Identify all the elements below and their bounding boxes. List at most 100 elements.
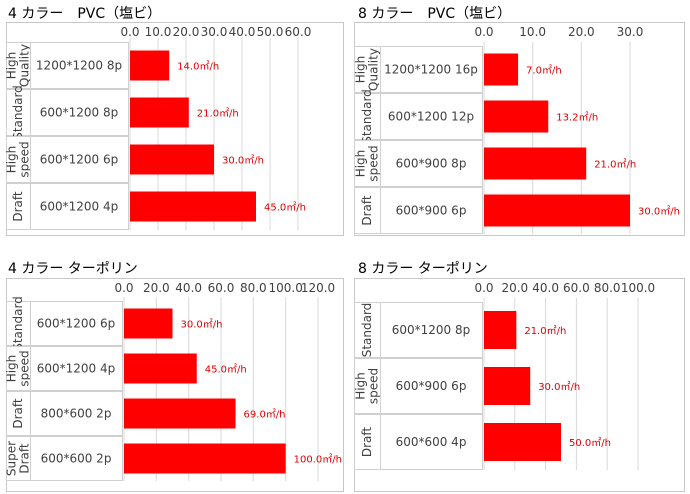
mode-label-line: Standard <box>360 303 374 358</box>
mode-label-line: High <box>5 355 19 383</box>
data-label: 21.0㎡/h <box>197 108 239 120</box>
mode-label: High speed <box>5 350 32 386</box>
data-label: 30.0㎡/h <box>538 381 580 393</box>
mode-cell <box>6 183 31 230</box>
data-label: 30.0㎡/h <box>638 206 680 218</box>
category-cell <box>30 301 123 346</box>
data-label: 7.0㎡/h <box>526 65 562 77</box>
chart-8color-tarpaulin: 0.0 20.0 40.0 60.0 80.0 100.0 Standard 600*1200… <box>354 278 685 492</box>
mode-cell <box>6 436 31 481</box>
data-label: 100.0㎡/h <box>294 454 342 466</box>
bar <box>124 308 173 339</box>
mode-label-line: Quality <box>367 48 381 91</box>
mode-label: Draft <box>11 398 25 429</box>
x-tick-label: 40.0 <box>532 281 559 295</box>
x-tick-label: 50.0 <box>257 25 284 39</box>
category-label: 600*1200 6p <box>40 153 119 167</box>
x-tick-label: 0.0 <box>474 25 493 39</box>
mode-cell <box>354 302 381 358</box>
mode-label-line: Standard <box>360 89 374 144</box>
bar <box>484 367 531 405</box>
mode-label-line: Standard <box>11 296 25 351</box>
mode-label-line: Draft <box>11 191 25 222</box>
category-cell <box>30 89 129 136</box>
category-label: 800*600 2p <box>41 407 112 421</box>
data-label: 30.0㎡/h <box>181 319 223 331</box>
bar <box>124 353 197 384</box>
mode-label-line: Draft <box>11 398 25 429</box>
data-label: 13.2㎡/h <box>556 112 598 124</box>
x-tick-label: 20.0 <box>501 281 528 295</box>
x-tick-label: 40.0 <box>175 281 202 295</box>
x-tick-label: 30.0 <box>201 25 228 39</box>
mode-label: Standard <box>360 303 374 358</box>
mode-label-line: Standard <box>11 85 25 140</box>
category-cell <box>30 346 123 391</box>
mode-label-line: Quality <box>18 44 32 87</box>
category-cell <box>30 391 123 436</box>
x-tick-label: 30.0 <box>617 25 644 39</box>
category-label: 600*600 4p <box>396 435 467 449</box>
chart-title-8color-pvc: 8 カラー PVC（塩ビ） <box>358 6 512 22</box>
x-tick-label: 120.0 <box>301 281 335 295</box>
data-label: 45.0㎡/h <box>264 202 306 214</box>
bar <box>130 191 256 222</box>
mode-label: High Quality <box>5 44 32 87</box>
category-label: 600*1200 4p <box>40 200 119 214</box>
x-tick-label: 0.0 <box>474 281 493 295</box>
category-label: 600*1200 4p <box>37 362 116 376</box>
mode-label: High speed <box>354 145 381 181</box>
category-cell <box>380 414 483 470</box>
mode-label-line: Super <box>5 441 19 476</box>
bar <box>484 423 561 461</box>
mode-label-line: speed <box>367 368 381 404</box>
data-label: 21.0㎡/h <box>594 159 636 171</box>
data-label: 14.0㎡/h <box>177 61 219 73</box>
mode-label: High Quality <box>354 48 381 91</box>
mode-label-line: speed <box>18 350 32 386</box>
x-tick-label: 60.0 <box>563 281 590 295</box>
mode-label-line: High <box>5 52 19 80</box>
x-tick-label: 10.0 <box>145 25 172 39</box>
mode-cell <box>354 140 381 187</box>
category-cell <box>30 183 129 230</box>
data-label: 69.0㎡/h <box>244 409 286 421</box>
mode-label-line: Draft <box>18 443 32 474</box>
category-label: 600*900 6p <box>396 379 467 393</box>
mode-label: Super Draft <box>5 441 32 476</box>
category-label: 600*900 6p <box>396 204 467 218</box>
x-tick-label: 0.0 <box>114 281 133 295</box>
category-label: 600*1200 8p <box>40 106 119 120</box>
category-label: 600*600 2p <box>41 452 112 466</box>
category-cell <box>30 436 123 481</box>
mode-cell <box>6 136 31 183</box>
mode-cell <box>6 301 31 346</box>
x-tick-label: 100.0 <box>268 281 302 295</box>
mode-label-line: High <box>354 150 368 178</box>
category-label: 1200*1200 8p <box>36 59 122 73</box>
bar <box>484 311 517 349</box>
mode-label: Standard <box>11 85 25 140</box>
category-label: 600*1200 8p <box>392 323 471 337</box>
category-label: 600*900 8p <box>396 157 467 171</box>
x-tick-label: 20.0 <box>173 25 200 39</box>
data-label: 30.0㎡/h <box>222 155 264 167</box>
x-tick-label: 20.0 <box>568 25 595 39</box>
mode-label: Draft <box>360 195 374 226</box>
data-label: 21.0㎡/h <box>524 325 566 337</box>
x-tick-label: 60.0 <box>285 25 312 39</box>
x-tick-label: 60.0 <box>208 281 235 295</box>
mode-cell <box>6 391 31 436</box>
bar <box>484 147 587 180</box>
bar <box>130 97 189 128</box>
chart-title-4color-pvc: 4 カラー PVC（塩ビ） <box>8 6 162 22</box>
bar <box>484 194 630 227</box>
bar <box>124 398 236 429</box>
category-cell <box>380 302 483 358</box>
category-label: 600*1200 12p <box>388 110 474 124</box>
x-tick-label: 40.0 <box>229 25 256 39</box>
mode-label-line: High <box>354 372 368 400</box>
